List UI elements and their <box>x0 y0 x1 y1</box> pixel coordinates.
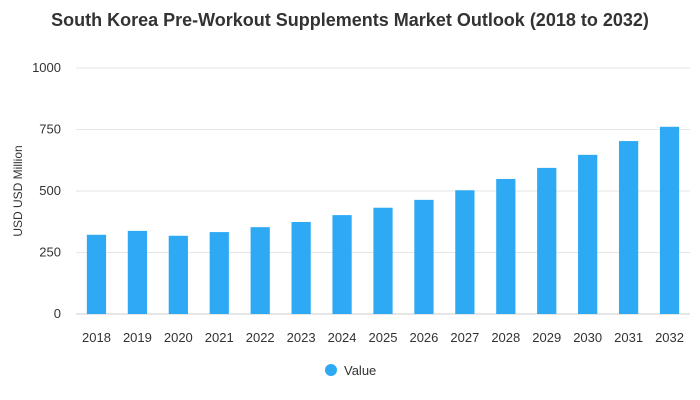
x-tick-label: 2020 <box>164 330 193 345</box>
bar <box>291 221 311 314</box>
bar <box>250 227 270 314</box>
x-tick-label: 2023 <box>287 330 316 345</box>
x-tick-label: 2019 <box>123 330 152 345</box>
bar <box>86 234 107 314</box>
x-tick-label: 2031 <box>614 330 643 345</box>
x-tick-label: 2032 <box>655 330 684 345</box>
bar <box>496 178 516 314</box>
x-tick-label: 2022 <box>246 330 275 345</box>
bar <box>578 154 598 314</box>
bar <box>373 207 393 314</box>
bar <box>209 232 229 314</box>
y-tick-label: 250 <box>39 245 61 260</box>
bar <box>332 215 352 314</box>
y-tick-label: 500 <box>39 183 61 198</box>
chart-title: South Korea Pre-Workout Supplements Mark… <box>51 10 649 30</box>
x-tick-label: 2030 <box>573 330 602 345</box>
x-tick-label: 2021 <box>205 330 234 345</box>
y-axis-label: USD USD Million <box>11 145 25 236</box>
y-tick-label: 1000 <box>32 60 61 75</box>
x-tick-label: 2027 <box>450 330 479 345</box>
x-tick-label: 2018 <box>82 330 111 345</box>
bar <box>618 141 639 314</box>
x-tick-label: 2026 <box>409 330 438 345</box>
bar <box>168 235 188 314</box>
y-tick-label: 750 <box>39 122 61 137</box>
bars <box>86 126 680 314</box>
bar <box>414 199 434 314</box>
y-tick-label: 0 <box>54 306 61 321</box>
y-axis-ticks: 0 250 500 750 1000 <box>32 60 61 321</box>
legend-label: Value <box>344 363 376 378</box>
x-tick-label: 2025 <box>369 330 398 345</box>
bar <box>659 126 680 314</box>
x-axis-ticks: 2018 2019 2020 2021 2022 2023 2024 2025 2026 2027… <box>82 330 684 345</box>
x-tick-label: 2028 <box>491 330 520 345</box>
legend-marker <box>325 364 337 376</box>
legend: Value <box>325 363 376 378</box>
x-tick-label: 2024 <box>328 330 357 345</box>
bar <box>455 190 475 314</box>
bar <box>537 167 557 314</box>
bar <box>127 230 148 314</box>
x-tick-label: 2029 <box>532 330 561 345</box>
